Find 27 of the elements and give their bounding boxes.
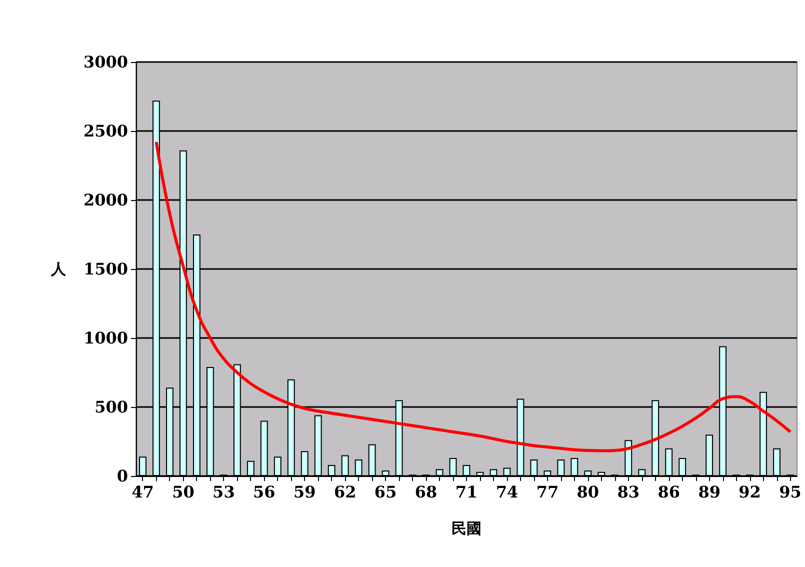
x-tick-label: 74 — [496, 482, 518, 502]
x-tick-label: 59 — [293, 482, 316, 502]
y-tick-label: 2000 — [83, 190, 128, 210]
x-tick-label: 65 — [374, 482, 397, 502]
x-tick-label: 62 — [334, 482, 356, 502]
x-tick-label: 89 — [698, 482, 720, 502]
x-tick-label: 47 — [132, 482, 154, 502]
y-tick-label: 1000 — [83, 328, 128, 348]
x-tick-label: 92 — [738, 482, 761, 502]
x-tick-label: 71 — [455, 482, 478, 502]
x-tick-label: 50 — [172, 482, 194, 502]
line-series — [154, 140, 792, 452]
y-tick-label: 2500 — [83, 122, 128, 140]
y-tick-label: 1500 — [83, 260, 128, 278]
x-tick-label: 83 — [617, 482, 640, 502]
x-tick-label: 95 — [779, 482, 802, 502]
x-tick-label: 77 — [536, 482, 559, 502]
y-tick-label: 500 — [94, 398, 128, 416]
y-axis-title: 人 — [50, 260, 67, 278]
x-tick-label: 53 — [212, 482, 235, 502]
x-axis-title: 民國 — [452, 520, 482, 538]
y-tick-label: 0 — [116, 466, 128, 486]
x-tick-label: 80 — [576, 482, 600, 502]
x-tick-label: 56 — [253, 482, 276, 502]
x-tick-label: 68 — [414, 482, 438, 502]
x-tick-label: 86 — [658, 482, 680, 502]
y-tick-label: 3000 — [83, 52, 128, 72]
